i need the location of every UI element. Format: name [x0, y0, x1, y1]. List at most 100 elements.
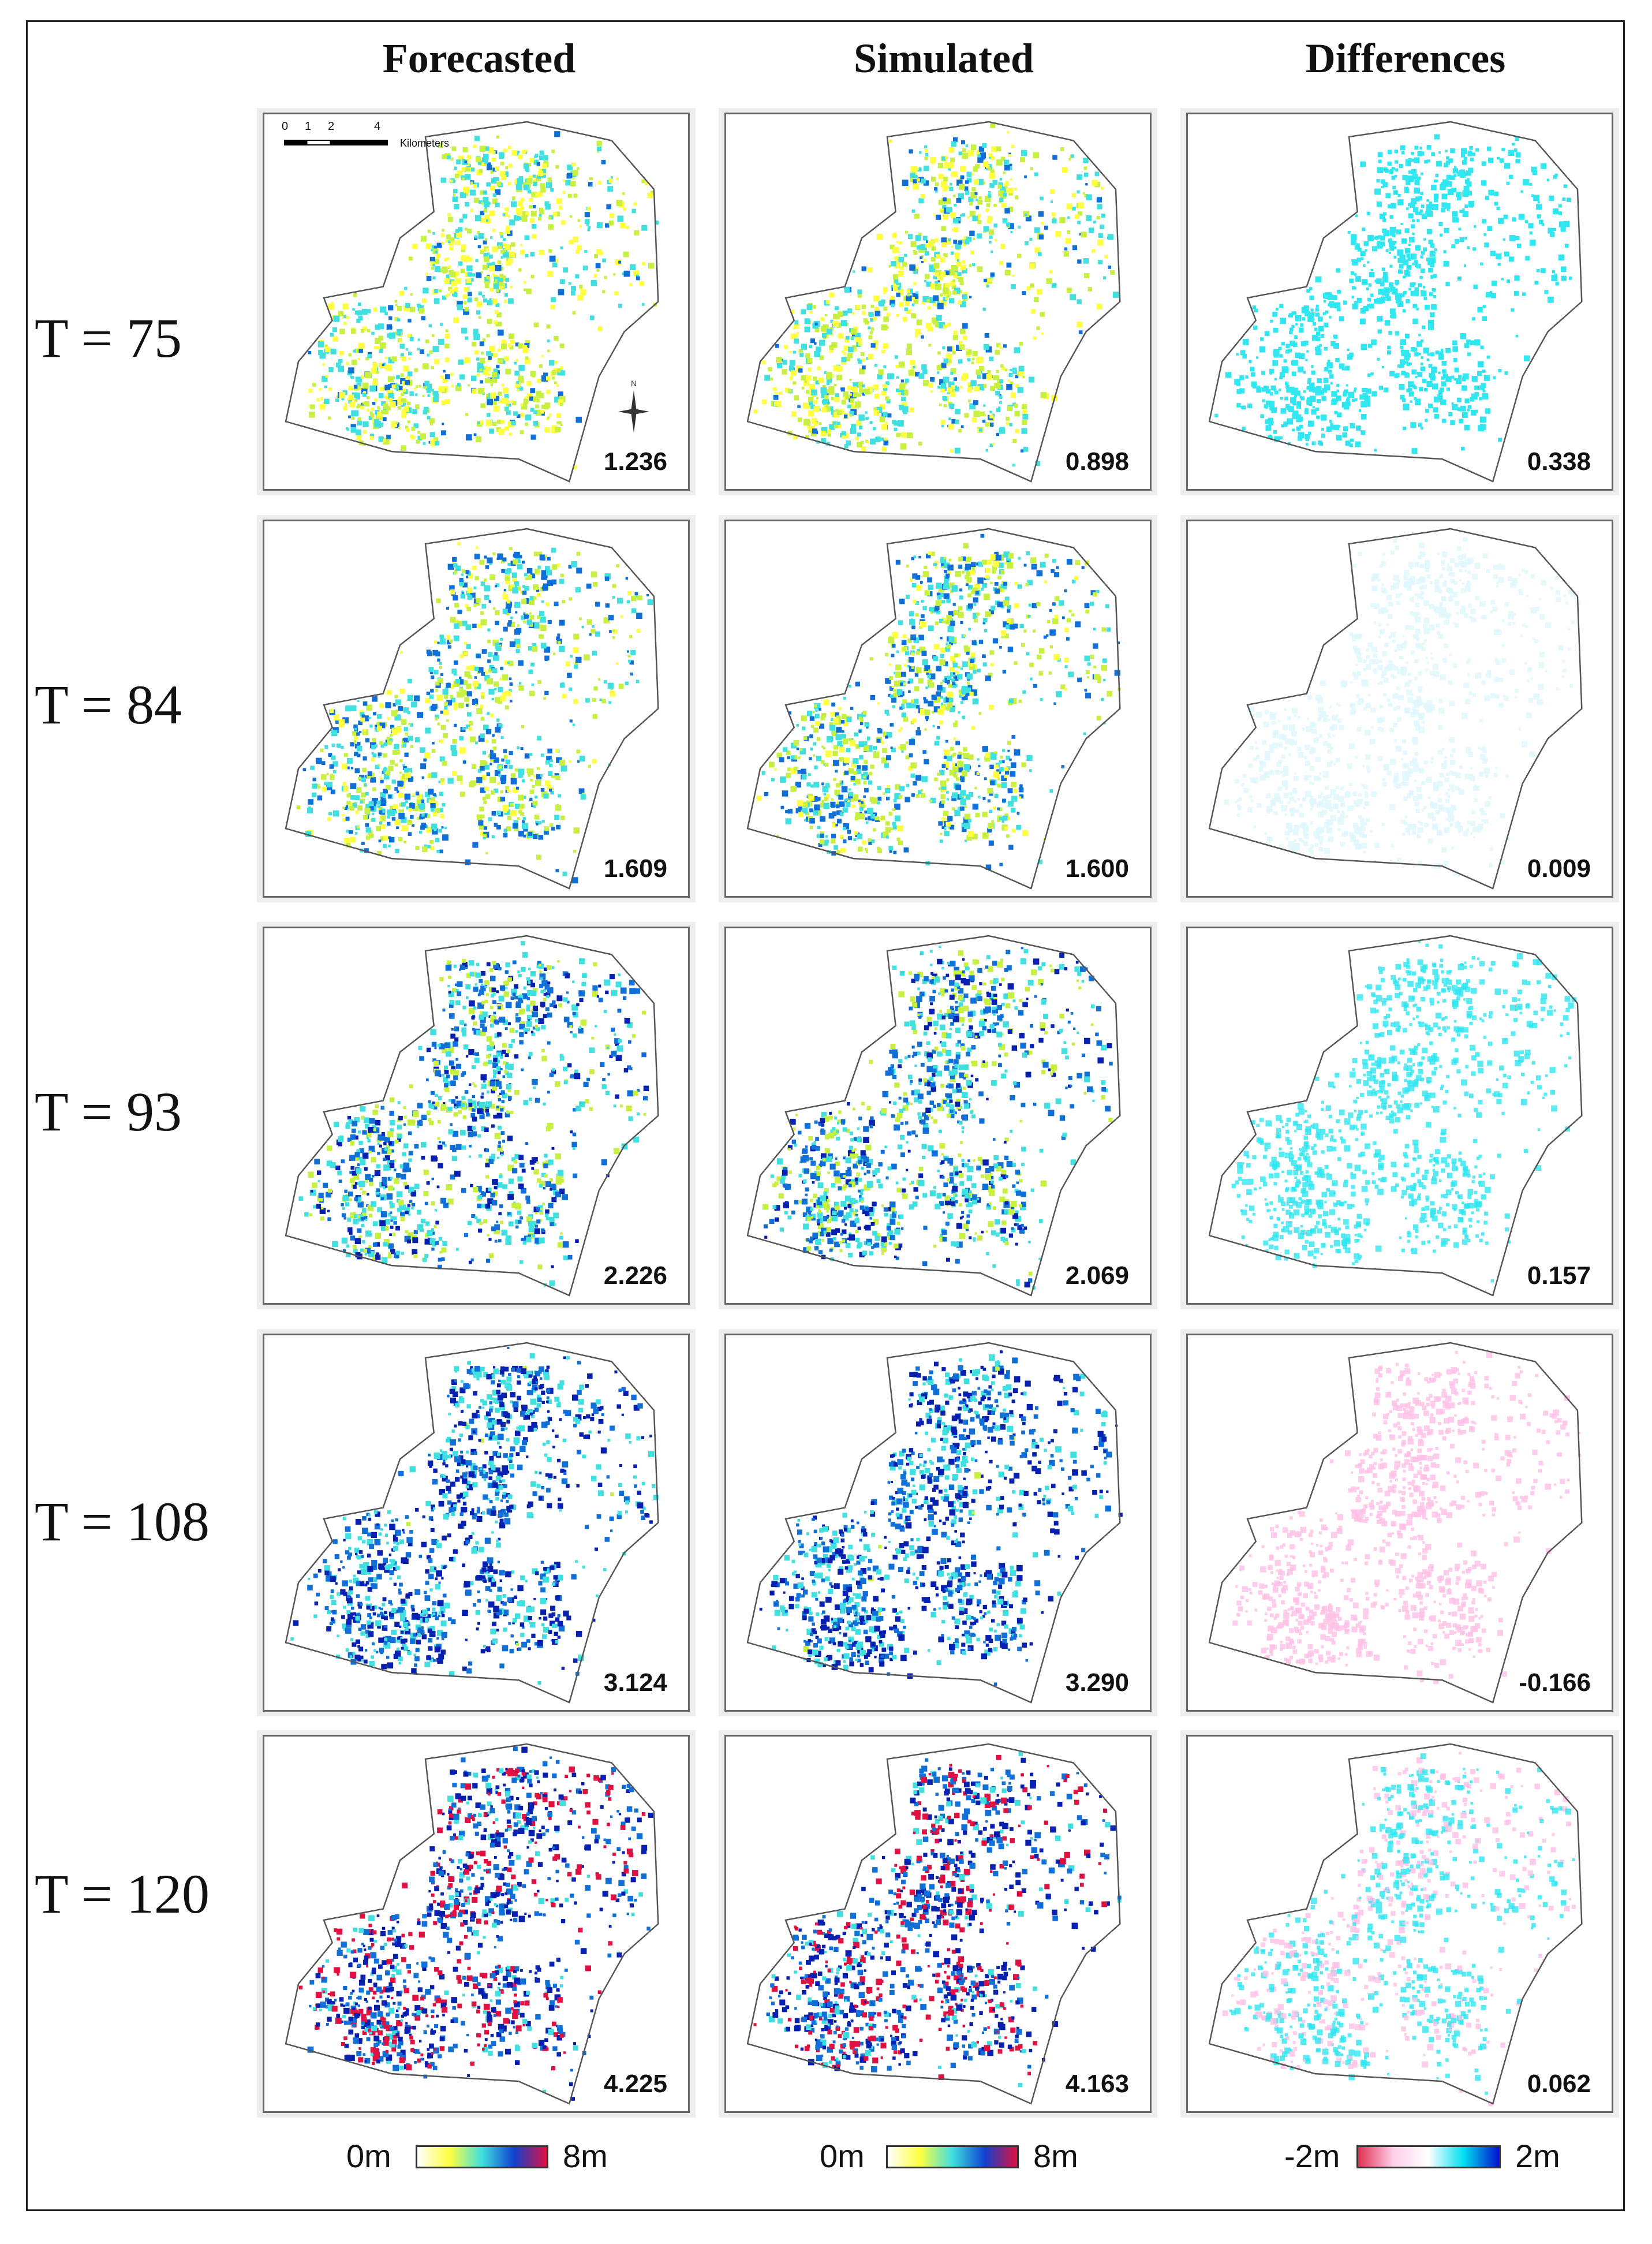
- study-area-boundary: [1208, 1743, 1583, 2105]
- panel-value-t108-forecasted: 3.124: [603, 1668, 667, 1697]
- scale-bar-tick: 1: [305, 120, 312, 133]
- legend-differences-min: -2m: [1284, 2138, 1340, 2174]
- scale-bar-tick: 0: [282, 120, 289, 133]
- legend-simulated-min: 0m: [820, 2138, 865, 2174]
- map-panel-t93-simulated: 2.069: [724, 927, 1152, 1305]
- inundation-map: [1208, 528, 1583, 890]
- inundation-map: [285, 1342, 659, 1704]
- study-area-boundary: [1208, 935, 1583, 1297]
- panel-value-t75-forecasted: 1.236: [603, 447, 667, 476]
- figure-frame: [26, 20, 1625, 2211]
- map-panel-t120-differences: 0.062: [1186, 1735, 1613, 2113]
- column-header-simulated: Simulated: [853, 35, 1034, 81]
- scale-bar: 0 1 2 4 Kilometers: [282, 120, 472, 160]
- study-area-boundary: [746, 1342, 1121, 1704]
- inundation-map: [285, 1743, 659, 2105]
- panel-value-t84-forecasted: 1.609: [603, 854, 667, 883]
- inundation-map: [285, 528, 659, 890]
- panel-value-t108-differences: -0.166: [1519, 1668, 1591, 1697]
- study-area-boundary: [746, 1743, 1121, 2105]
- study-area-boundary: [285, 935, 659, 1297]
- panel-value-t75-simulated: 0.898: [1065, 447, 1129, 476]
- study-area-boundary: [746, 528, 1121, 890]
- legend-forecasted: 0m 8m: [346, 2136, 623, 2182]
- legend-forecasted-bar: [416, 2145, 548, 2168]
- study-area-boundary: [1208, 528, 1583, 890]
- scale-bar-unit: Kilometers: [400, 137, 450, 149]
- row-label-t120: T = 120: [35, 1863, 210, 1925]
- inundation-cells: [1224, 537, 1580, 876]
- inundation-cells: [296, 542, 653, 884]
- inundation-map: [1208, 1743, 1583, 2107]
- inundation-cells: [759, 1350, 1123, 1686]
- study-area-boundary: [285, 121, 659, 483]
- legend-simulated-max: 8m: [1033, 2138, 1078, 2174]
- inundation-cells: [753, 1752, 1122, 2088]
- inundation-cells: [290, 1346, 659, 1685]
- row-label-t93: T = 93: [35, 1081, 182, 1142]
- legend-forecasted-max: 8m: [563, 2138, 608, 2174]
- inundation-map: [1208, 1342, 1583, 1704]
- inundation-map: [746, 935, 1121, 1297]
- map-panel-t108-forecasted: 3.124: [263, 1334, 690, 1712]
- inundation-map: [1208, 121, 1583, 483]
- inundation-map: [1208, 935, 1583, 1297]
- panel-value-t120-differences: 0.062: [1527, 2070, 1591, 2098]
- row-label-t108: T = 108: [35, 1491, 210, 1552]
- inundation-map: [285, 935, 659, 1297]
- north-arrow-label: N: [631, 379, 637, 388]
- panel-value-t93-forecasted: 2.226: [603, 1261, 667, 1290]
- inundation-cells: [1231, 940, 1577, 1283]
- scale-bar-tick: 2: [328, 120, 335, 133]
- legend-differences-max: 2m: [1515, 2138, 1560, 2174]
- inundation-cells: [298, 941, 649, 1287]
- map-panel-t75-forecasted: 0 1 2 4 Kilometers N 1.236: [263, 113, 690, 491]
- panel-value-t93-simulated: 2.069: [1065, 1261, 1129, 1290]
- scale-bar-tick: 4: [374, 120, 381, 133]
- inundation-cells: [1232, 1350, 1582, 1685]
- inundation-cells: [298, 1746, 653, 2101]
- map-panel-t108-simulated: 3.290: [724, 1334, 1152, 1712]
- inundation-cells: [308, 131, 659, 469]
- inundation-cells: [753, 122, 1119, 467]
- inundation-map: [746, 528, 1121, 890]
- study-area-boundary: [285, 528, 659, 890]
- panel-value-t120-simulated: 4.163: [1065, 2070, 1129, 2098]
- panel-value-t84-differences: 0.009: [1527, 854, 1591, 883]
- panel-value-t75-differences: 0.338: [1527, 447, 1591, 476]
- inundation-cells: [1222, 1752, 1576, 2107]
- inundation-map: [746, 1743, 1122, 2105]
- panel-value-t120-forecasted: 4.225: [603, 2070, 667, 2098]
- map-panel-t93-differences: 0.157: [1186, 927, 1613, 1305]
- study-area-boundary: [746, 935, 1121, 1297]
- legend-forecasted-min: 0m: [346, 2138, 391, 2174]
- map-panel-t120-simulated: 4.163: [724, 1735, 1152, 2113]
- panel-value-t108-simulated: 3.290: [1065, 1668, 1129, 1697]
- panel-value-t84-simulated: 1.600: [1065, 854, 1129, 883]
- inundation-cells: [756, 533, 1121, 871]
- study-area-boundary: [285, 1743, 659, 2105]
- study-area-boundary: [746, 121, 1121, 483]
- inundation-map: [746, 1342, 1123, 1704]
- inundation-cells: [1214, 134, 1572, 454]
- north-arrow-icon: N: [614, 379, 654, 438]
- map-panel-t84-simulated: 1.600: [724, 520, 1152, 898]
- legend-simulated: 0m 8m: [820, 2136, 1097, 2182]
- scale-bar-segments: [284, 140, 388, 145]
- panel-value-t93-differences: 0.157: [1527, 1261, 1591, 1290]
- inundation-map: [285, 121, 659, 483]
- study-area-boundary: [285, 1342, 659, 1704]
- map-panel-t75-differences: 0.338: [1186, 113, 1613, 491]
- legend-differences: -2m 2m: [1284, 2136, 1584, 2182]
- map-panel-t108-differences: -0.166: [1186, 1334, 1613, 1712]
- row-label-t75: T = 75: [35, 307, 182, 369]
- map-panel-t93-forecasted: 2.226: [263, 927, 690, 1305]
- legend-simulated-bar: [886, 2145, 1019, 2168]
- study-area-boundary: [1208, 121, 1583, 483]
- study-area-boundary: [1208, 1342, 1583, 1704]
- map-panel-t120-forecasted: 4.225: [263, 1735, 690, 2113]
- row-label-t84: T = 84: [35, 674, 182, 735]
- map-panel-t75-simulated: 0.898: [724, 113, 1152, 491]
- map-panel-t84-differences: 0.009: [1186, 520, 1613, 898]
- column-header-differences: Differences: [1305, 35, 1506, 81]
